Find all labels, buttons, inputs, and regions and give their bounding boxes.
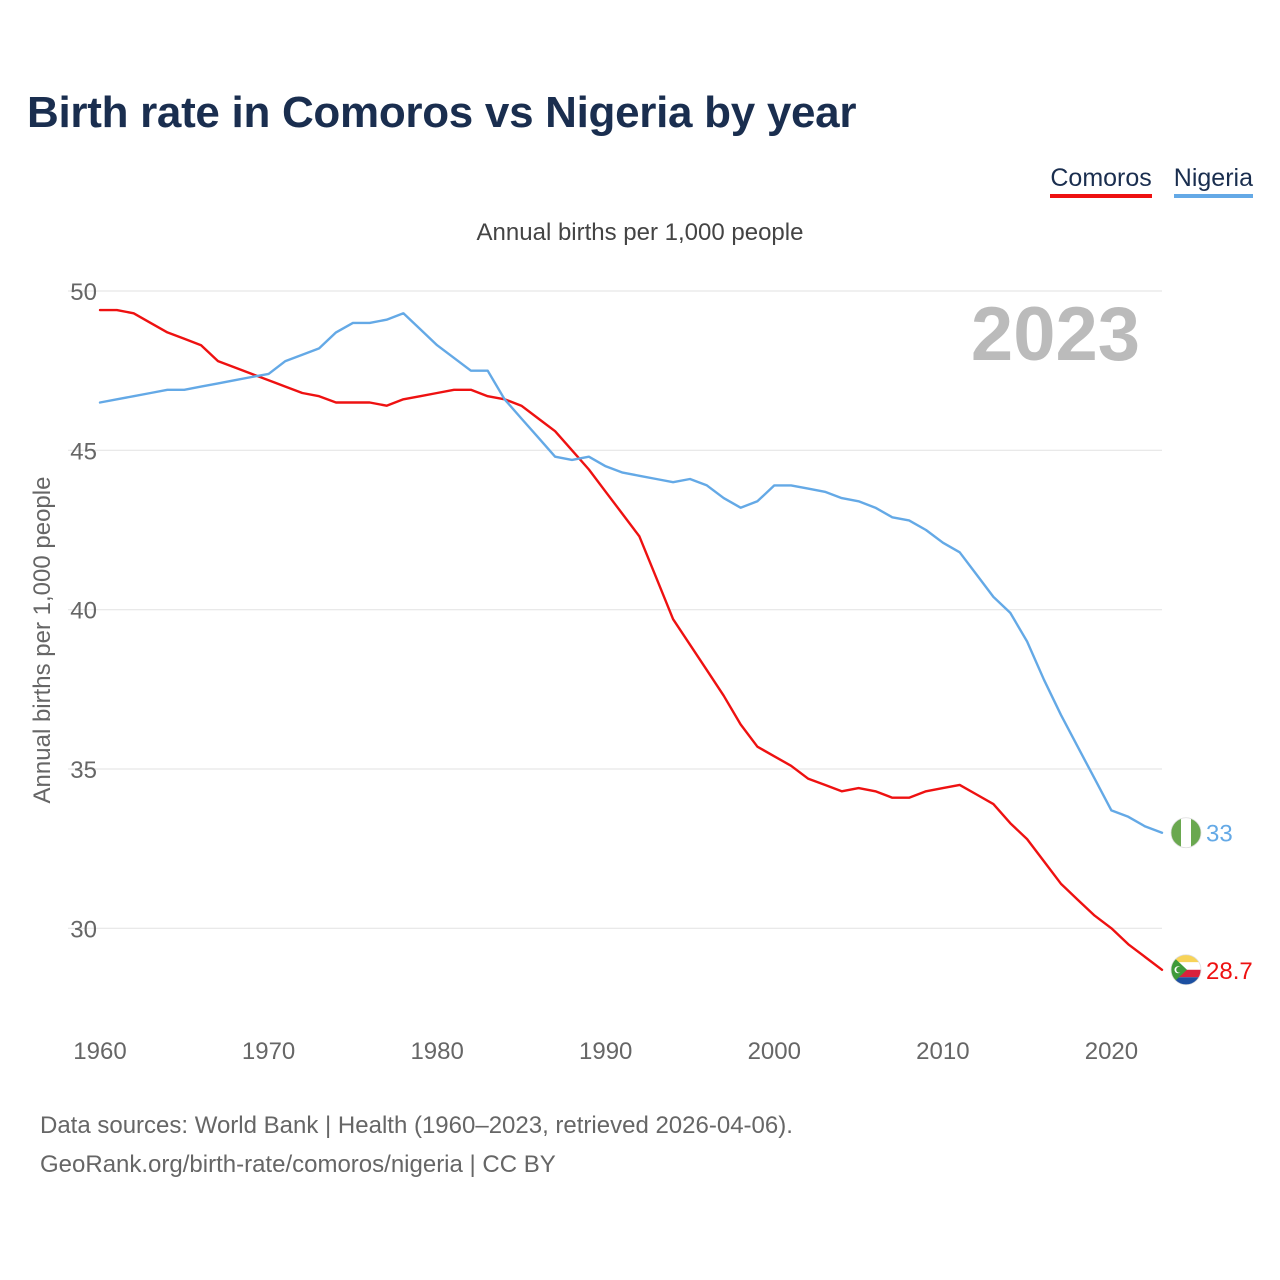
x-tick-label: 1960 xyxy=(73,1038,126,1065)
grid-lines xyxy=(68,290,1162,929)
end-markers: 28.7 33 xyxy=(1170,817,1253,986)
x-tick-label: 1980 xyxy=(410,1038,463,1065)
comoros-flag-icon xyxy=(1170,954,1202,986)
x-tick-label: 1970 xyxy=(242,1038,295,1065)
chart-subtitle: Annual births per 1,000 people xyxy=(477,219,804,246)
end-value-label-comoros: 28.7 xyxy=(1206,958,1253,985)
x-tick-label: 2010 xyxy=(916,1038,969,1065)
y-tick-label: 35 xyxy=(70,757,97,784)
source-line-2: GeoRank.org/birth-rate/comoros/nigeria |… xyxy=(40,1151,556,1178)
y-tick-label: 40 xyxy=(70,598,97,625)
legend-item-nigeria[interactable]: Nigeria xyxy=(1173,164,1253,198)
x-axis-ticks: 1960 1970 1980 1990 2000 2010 2020 xyxy=(73,1038,1138,1065)
x-tick-label: 2000 xyxy=(748,1038,801,1065)
year-watermark: 2023 xyxy=(971,292,1140,377)
nigeria-flag-icon xyxy=(1170,817,1202,849)
legend: Comoros Nigeria xyxy=(1050,164,1253,198)
y-tick-label: 50 xyxy=(70,279,97,306)
x-tick-label: 2020 xyxy=(1085,1038,1138,1065)
end-value-label-nigeria: 33 xyxy=(1206,821,1233,848)
source-line-1: Data sources: World Bank | Health (1960–… xyxy=(40,1112,793,1139)
y-axis-label: Annual births per 1,000 people xyxy=(29,477,56,804)
series-lines xyxy=(98,308,1164,971)
line-chart: Annual births per 1,000 people Annual bi… xyxy=(29,219,1253,1065)
source-note: Data sources: World Bank | Health (1960–… xyxy=(40,1106,793,1184)
legend-item-comoros[interactable]: Comoros xyxy=(1050,164,1152,198)
y-tick-label: 45 xyxy=(70,438,97,465)
series-line-nigeria[interactable] xyxy=(98,312,1164,834)
chart-title: Birth rate in Comoros vs Nigeria by year xyxy=(27,88,857,137)
y-axis-ticks: 30 35 40 45 50 xyxy=(70,279,97,943)
series-line-comoros[interactable] xyxy=(98,308,1164,971)
x-tick-label: 1990 xyxy=(579,1038,632,1065)
y-tick-label: 30 xyxy=(70,916,97,943)
